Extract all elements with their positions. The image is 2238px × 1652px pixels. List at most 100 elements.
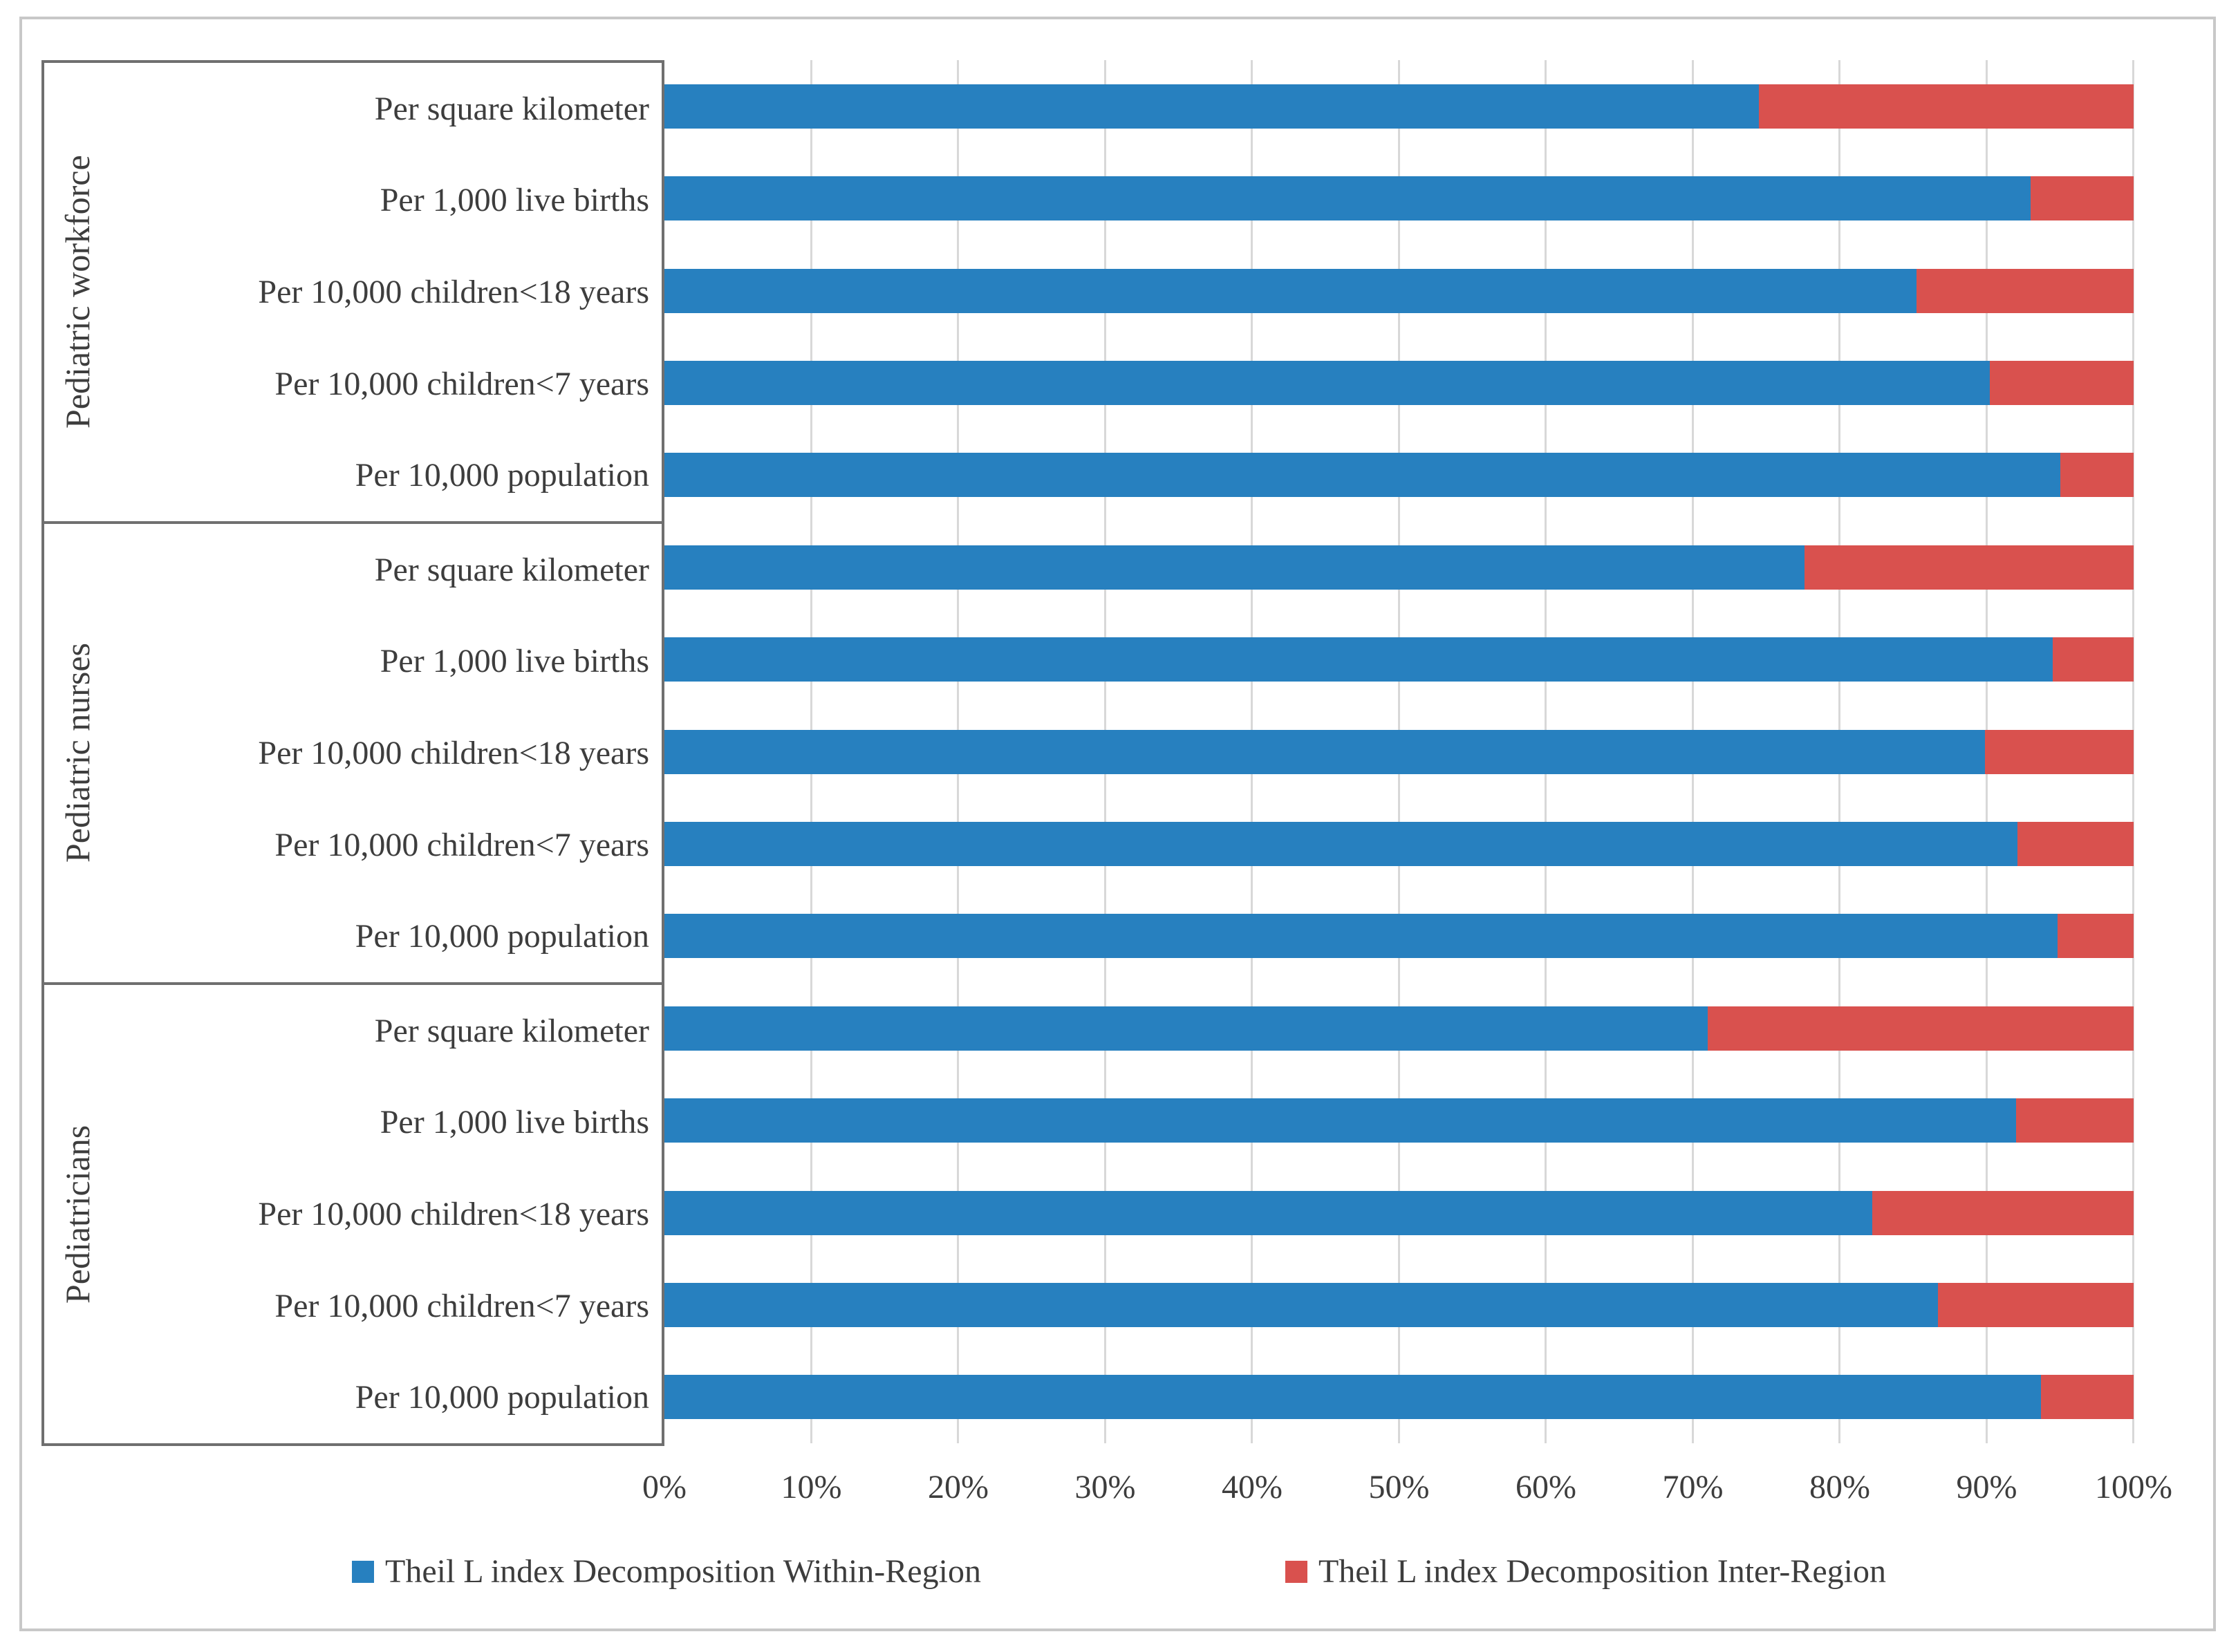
x-tick-label-60: 60% [1516, 1469, 1576, 1505]
x-tick-label-20: 20% [928, 1469, 989, 1505]
category-label: Per 10,000 population [355, 918, 649, 955]
stacked-bar [664, 729, 2134, 774]
bar-segment-inter-region [2031, 176, 2134, 221]
category-label: Per 10,000 children<18 years [258, 1195, 649, 1232]
legend-swatch-within-region [352, 1560, 374, 1583]
bar-segment-inter-region [1759, 84, 2134, 129]
category-column: Per square kilometer Per 1,000 live birth… [111, 63, 662, 521]
x-tick-label-70: 70% [1662, 1469, 1724, 1505]
bar-segment-within-region [664, 268, 1917, 313]
category-label-panel: Pediatric workforce Per square kilometer P… [41, 60, 664, 1446]
bar-segment-inter-region [2016, 1098, 2134, 1143]
bar-segment-inter-region [2060, 453, 2134, 498]
stacked-bar [664, 84, 2134, 129]
stacked-bar [664, 176, 2134, 221]
bar-segment-inter-region [1916, 268, 2134, 313]
bar-segment-within-region [664, 914, 2058, 959]
stacked-bar [664, 914, 2134, 959]
bar-segment-within-region [664, 729, 1986, 774]
legend-swatch-inter-region [1285, 1560, 1307, 1583]
bar-segment-within-region [664, 1282, 1939, 1327]
bar-row-pediatricians-per-1-000-live-births [664, 1074, 2134, 1166]
group-section-pediatricians: Pediatricians Per square kilometer Per 1,0… [44, 982, 662, 1443]
category-label: Per 10,000 population [355, 1379, 649, 1416]
bar-row-pediatric-workforce-per-10-000-population [664, 429, 2134, 521]
group-section-pediatric-nurses: Pediatric nurses Per square kilometer Per … [44, 521, 662, 982]
bar-row-pediatric-workforce-per-10-000-children-18-years [664, 245, 2134, 337]
bar-row-pediatric-workforce-per-1-000-live-births [664, 152, 2134, 244]
bar-segment-within-region [664, 637, 2053, 682]
stacked-bar [664, 453, 2134, 498]
bar-row-pediatric-nurses-per-1-000-live-births [664, 613, 2134, 705]
bar-row-pediatric-workforce-per-square-kilometer [664, 60, 2134, 152]
stacked-bar [664, 1190, 2134, 1235]
stacked-bar [664, 1098, 2134, 1143]
plot-area [664, 60, 2134, 1443]
bar-segment-inter-region [1989, 360, 2134, 405]
stacked-bar [664, 1375, 2134, 1420]
category-label: Per 1,000 live births [380, 182, 649, 219]
category-label: Per 10,000 population [355, 457, 649, 494]
bar-segment-inter-region [1938, 1282, 2134, 1327]
group-section-pediatric-workforce: Pediatric workforce Per square kilometer P… [44, 63, 662, 521]
x-axis: 0% 10% 20% 30% 40% 50% 60% 70% 80% 90% 100% [642, 1468, 2172, 1517]
stacked-bar [664, 545, 2134, 590]
bar-segment-within-region [664, 453, 2060, 498]
bar-segment-inter-region [1805, 545, 2134, 590]
x-tick-label-80: 80% [1809, 1469, 1870, 1505]
bar-segment-inter-region [2017, 821, 2134, 866]
bar-segment-within-region [664, 84, 1760, 129]
bar-segment-inter-region [2053, 637, 2134, 682]
bar-row-pediatricians-per-10-000-children-18-years [664, 1167, 2134, 1259]
bar-row-pediatricians-per-square-kilometer [664, 982, 2134, 1074]
x-tick-label-30: 30% [1074, 1469, 1136, 1505]
x-tick-label-0: 0% [642, 1469, 687, 1505]
bar-row-pediatricians-per-10-000-population [664, 1351, 2134, 1443]
category-label: Per 10,000 children<7 years [274, 826, 649, 863]
bar-row-pediatric-nurses-per-10-000-population [664, 890, 2134, 982]
bar-segment-within-region [664, 1006, 1708, 1051]
bar-segment-within-region [664, 1098, 2016, 1143]
category-label: Per 10,000 children<7 years [274, 1287, 649, 1324]
group-label: Pediatric nurses [58, 643, 97, 863]
x-tick-label-100: 100% [2095, 1469, 2172, 1505]
x-tick-label-50: 50% [1368, 1469, 1430, 1505]
bar-row-pediatric-nurses-per-square-kilometer [664, 521, 2134, 613]
category-label: Per square kilometer [374, 1012, 649, 1049]
stacked-bar [664, 821, 2134, 866]
x-tick-label-90: 90% [1956, 1469, 2017, 1505]
category-label: Per square kilometer [374, 90, 649, 127]
stacked-bar [664, 360, 2134, 405]
bar-segment-within-region [664, 545, 1805, 590]
stacked-bar [664, 268, 2134, 313]
stacked-bar [664, 1006, 2134, 1051]
x-tick-label-10: 10% [781, 1469, 842, 1505]
legend-item-within-region: Theil L index Decomposition Within-Regio… [352, 1552, 981, 1590]
bar-segment-inter-region [1872, 1190, 2134, 1235]
bar-segment-within-region [664, 1375, 2042, 1420]
group-label: Pediatricians [58, 1125, 97, 1304]
category-label: Per 10,000 children<18 years [258, 734, 649, 771]
category-label: Per 10,000 children<7 years [274, 365, 649, 402]
category-label: Per 1,000 live births [380, 643, 649, 680]
category-column: Per square kilometer Per 1,000 live birth… [111, 524, 662, 982]
category-label: Per square kilometer [374, 551, 649, 588]
group-label: Pediatric workforce [58, 155, 97, 429]
legend: Theil L index Decomposition Within-Regio… [0, 1552, 2238, 1590]
x-tick-label-40: 40% [1222, 1469, 1283, 1505]
bar-segment-inter-region [2057, 914, 2134, 959]
bar-rows [664, 60, 2134, 1443]
bar-row-pediatric-nurses-per-10-000-children-7-years [664, 798, 2134, 890]
stacked-bar [664, 637, 2134, 682]
legend-label-inter-region: Theil L index Decomposition Inter-Region [1318, 1553, 1886, 1590]
category-label: Per 1,000 live births [380, 1104, 649, 1141]
legend-item-inter-region: Theil L index Decomposition Inter-Region [1285, 1552, 1886, 1590]
bar-row-pediatricians-per-10-000-children-7-years [664, 1259, 2134, 1351]
bar-segment-inter-region [1985, 729, 2134, 774]
bar-row-pediatric-workforce-per-10-000-children-7-years [664, 337, 2134, 429]
bar-segment-within-region [664, 360, 1990, 405]
bar-segment-inter-region [2041, 1375, 2134, 1420]
legend-label-within-region: Theil L index Decomposition Within-Regio… [385, 1553, 981, 1590]
category-label: Per 10,000 children<18 years [258, 273, 649, 310]
stacked-bar [664, 1282, 2134, 1327]
